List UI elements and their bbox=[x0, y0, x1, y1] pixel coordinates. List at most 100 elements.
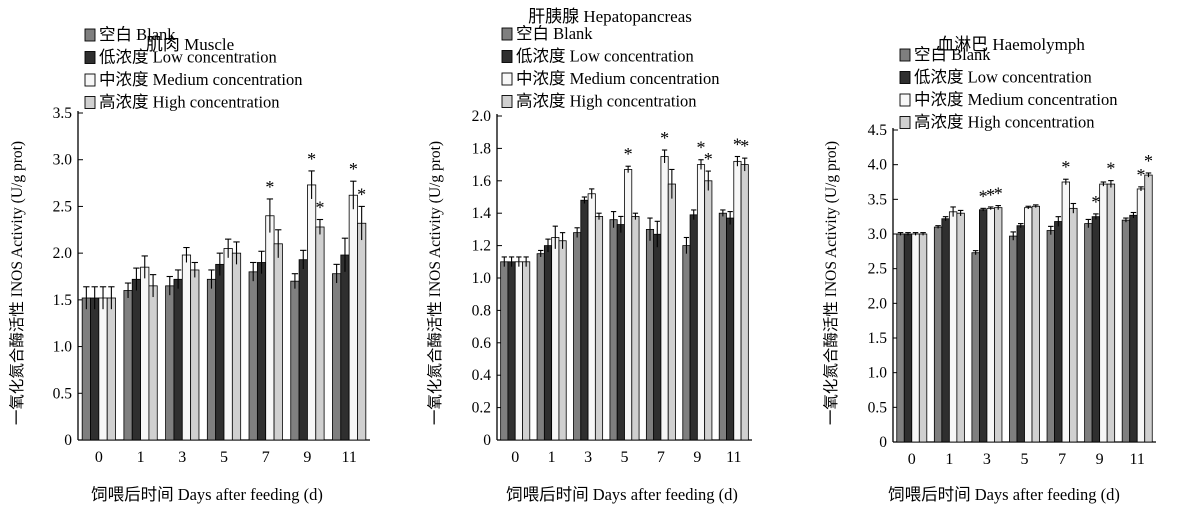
y-tick-label: 3.0 bbox=[868, 226, 888, 243]
significance-star: * bbox=[704, 149, 713, 169]
bar bbox=[979, 209, 988, 443]
y-axis-label: 一氧化氮合酶活性 INOS Activity (U/g prot) bbox=[426, 141, 444, 425]
y-tick-label: 0.6 bbox=[472, 335, 492, 352]
bar bbox=[514, 261, 523, 441]
bar bbox=[98, 297, 108, 441]
x-tick-label: 3 bbox=[584, 449, 592, 466]
x-tick-label: 7 bbox=[262, 449, 270, 466]
y-tick-label: 3.5 bbox=[53, 105, 73, 122]
bar bbox=[1054, 221, 1063, 443]
significance-star: * bbox=[315, 198, 324, 218]
significance-star: * bbox=[1106, 159, 1115, 179]
significance-star: * bbox=[1144, 151, 1153, 171]
bar bbox=[573, 232, 582, 441]
bar bbox=[971, 252, 980, 443]
significance-star: * bbox=[986, 185, 995, 205]
legend-swatch bbox=[501, 95, 513, 108]
y-tick-label: 0 bbox=[879, 434, 887, 451]
y-tick-label: 0.8 bbox=[472, 302, 492, 319]
bar bbox=[273, 243, 283, 441]
chart-legend: 空白 Blank 低浓度 Low concentration 中浓度 Medium … bbox=[84, 25, 302, 112]
bar bbox=[543, 245, 553, 441]
x-tick-label: 0 bbox=[511, 449, 519, 466]
bar bbox=[941, 218, 950, 443]
bar bbox=[231, 252, 242, 441]
y-tick-label: 2.5 bbox=[53, 198, 73, 215]
chart-title: 肌肉 Muscle bbox=[146, 35, 234, 54]
bar bbox=[1031, 205, 1040, 443]
bar bbox=[90, 297, 100, 441]
bar bbox=[1099, 183, 1108, 443]
bar bbox=[667, 183, 676, 441]
bar bbox=[206, 278, 217, 441]
y-tick-label: 2.5 bbox=[868, 261, 888, 278]
x-axis-label: 饲喂后时间 Days after feeding (d) bbox=[91, 485, 323, 504]
chart-haemolymph: 血淋巴 Haemolymph 空白 Blank 低浓度 Low concentra… bbox=[822, 35, 1156, 504]
bar bbox=[173, 278, 183, 441]
significance-star: * bbox=[697, 138, 706, 158]
x-tick-label: 1 bbox=[137, 449, 145, 466]
bar bbox=[733, 160, 742, 441]
bar bbox=[903, 233, 913, 443]
legend-swatch bbox=[84, 51, 96, 64]
bar bbox=[682, 245, 691, 441]
x-tick-label: 1 bbox=[945, 451, 953, 468]
bar bbox=[223, 248, 233, 441]
y-tick-label: 1.8 bbox=[472, 140, 492, 157]
legend-swatch bbox=[84, 73, 96, 87]
chart-title: 血淋巴 Haemolymph bbox=[937, 35, 1085, 54]
x-tick-label: 5 bbox=[1021, 451, 1029, 468]
bar bbox=[594, 216, 604, 441]
y-tick-label: 1.0 bbox=[472, 270, 492, 287]
bar bbox=[123, 290, 133, 441]
bar bbox=[609, 219, 618, 441]
bar bbox=[956, 212, 965, 443]
bar bbox=[911, 233, 920, 443]
significance-star: * bbox=[265, 177, 274, 197]
bar bbox=[148, 285, 158, 441]
x-tick-label: 7 bbox=[1058, 451, 1066, 468]
bar bbox=[307, 184, 317, 441]
bar bbox=[558, 240, 567, 441]
y-tick-label: 1.6 bbox=[472, 173, 492, 190]
x-tick-label: 11 bbox=[341, 449, 356, 466]
bar bbox=[986, 207, 995, 443]
bar bbox=[81, 297, 91, 441]
bar bbox=[896, 233, 905, 443]
significance-star: * bbox=[357, 184, 366, 204]
legend-label: 空白 Blank bbox=[99, 25, 176, 44]
x-tick-label: 9 bbox=[303, 449, 311, 466]
legend-label: 低浓度 Low concentration bbox=[99, 48, 277, 67]
chart-legend: 空白 Blank 低浓度 Low concentration 中浓度 Medium … bbox=[899, 45, 1117, 132]
legend-swatch bbox=[501, 27, 513, 41]
bar bbox=[1121, 219, 1131, 443]
bar bbox=[1069, 207, 1078, 443]
legend-swatch bbox=[84, 96, 96, 109]
bar bbox=[948, 211, 958, 443]
chart-muscle: 肌肉 Muscle 空白 Blank 低浓度 Low concentration 中… bbox=[8, 25, 370, 504]
legend-swatch bbox=[84, 28, 96, 42]
legend-swatch bbox=[899, 71, 911, 84]
y-tick-label: 2.0 bbox=[53, 245, 73, 262]
chart-axes: 0 0.2 0.4 0.6 0.8 1.0 1.2 1.4 1.6 1.8 2.0 0 1 3 5 7 9 11 bbox=[472, 108, 752, 466]
bar bbox=[106, 297, 116, 441]
bar bbox=[298, 259, 308, 441]
x-tick-label: 5 bbox=[621, 449, 629, 466]
legend-label: 空白 Blank bbox=[516, 24, 593, 43]
legend-label: 中浓度 Medium concentration bbox=[516, 69, 719, 88]
legend-swatch bbox=[501, 72, 513, 86]
significance-star: * bbox=[1091, 192, 1100, 212]
x-tick-label: 3 bbox=[178, 449, 186, 466]
x-tick-label: 9 bbox=[693, 449, 701, 466]
legend-label: 低浓度 Low concentration bbox=[516, 47, 694, 66]
y-axis-label: 一氧化氮合酶活性 INOS Activity (U/g prot) bbox=[822, 141, 840, 425]
bar bbox=[1024, 207, 1033, 443]
chart-bars: ****** ** bbox=[896, 151, 1153, 443]
bar bbox=[580, 199, 589, 441]
y-tick-label: 1.2 bbox=[472, 238, 491, 255]
bar bbox=[1091, 216, 1101, 443]
significance-star: * bbox=[740, 136, 749, 156]
bar bbox=[357, 222, 367, 441]
y-tick-label: 1.0 bbox=[53, 339, 73, 356]
